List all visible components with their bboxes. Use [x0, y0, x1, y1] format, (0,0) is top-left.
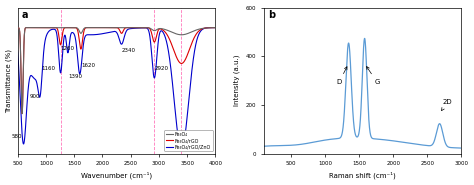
X-axis label: Wavenumber (cm⁻¹): Wavenumber (cm⁻¹): [81, 172, 152, 179]
Text: 2D: 2D: [442, 99, 452, 111]
Text: 1390: 1390: [68, 74, 82, 79]
Text: 1160: 1160: [41, 66, 55, 71]
Y-axis label: Transmittance (%): Transmittance (%): [6, 49, 12, 113]
Text: a: a: [21, 11, 28, 21]
Y-axis label: Intensity (a.u.): Intensity (a.u.): [234, 55, 240, 106]
X-axis label: Raman shift (cm⁻¹): Raman shift (cm⁻¹): [329, 172, 396, 179]
Text: G: G: [366, 67, 380, 85]
Text: 2920: 2920: [155, 66, 168, 71]
Text: 1620: 1620: [81, 63, 95, 68]
Text: 2340: 2340: [121, 48, 136, 53]
Text: 900: 900: [30, 94, 40, 99]
Text: 1260: 1260: [61, 46, 74, 51]
Text: 3400: 3400: [182, 134, 195, 139]
Legend: Fe₃O₄, Fe₃O₄/rGO, Fe₃O₄/rGO/ZnO: Fe₃O₄, Fe₃O₄/rGO, Fe₃O₄/rGO/ZnO: [164, 130, 213, 151]
Text: b: b: [268, 11, 275, 21]
Text: D: D: [337, 67, 347, 85]
Text: 580: 580: [12, 134, 22, 139]
